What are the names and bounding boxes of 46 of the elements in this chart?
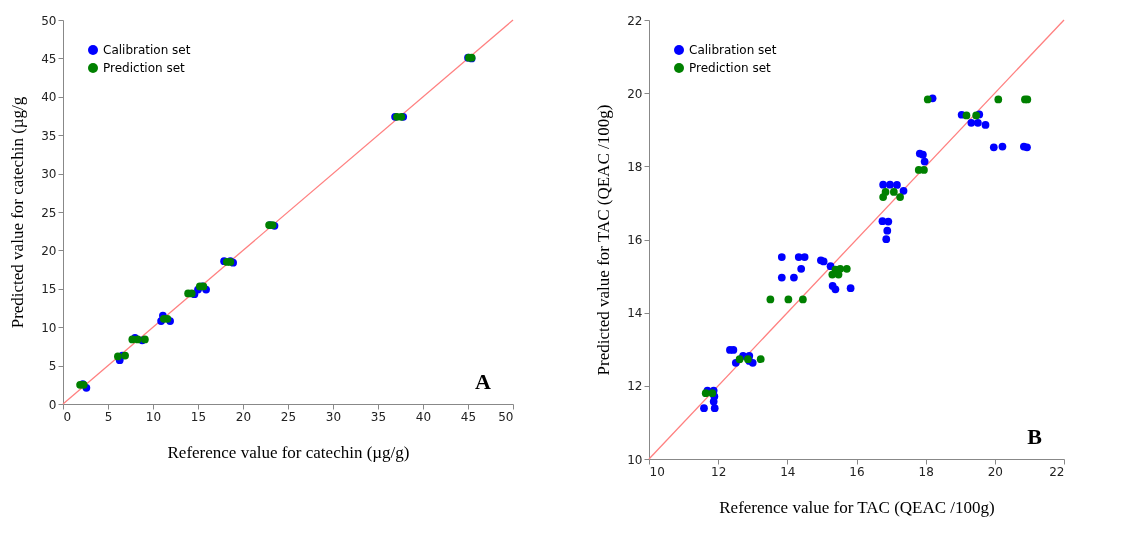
legend-label: Calibration set bbox=[103, 43, 191, 57]
legend-label: Prediction set bbox=[103, 61, 186, 75]
y-tick-label: 12 bbox=[627, 379, 643, 394]
y-axis-title: Predicted value for catechin (µg/g bbox=[8, 96, 28, 329]
y-tick-label: 45 bbox=[41, 51, 57, 66]
x-tick-label: 40 bbox=[415, 409, 432, 424]
x-tick-label: 12 bbox=[711, 464, 727, 479]
y-tick-label: 50 bbox=[41, 13, 57, 28]
y-tick-label: 40 bbox=[41, 90, 57, 105]
x-axis-title: Reference value for catechin (µg/g) bbox=[167, 442, 410, 462]
x-axis-title: Reference value for TAC (QEAC /100g) bbox=[719, 497, 995, 517]
x-tick-label: 22 bbox=[1049, 464, 1065, 479]
x-tick-label: 45 bbox=[460, 409, 477, 424]
x-tick-label: 0 bbox=[63, 409, 72, 424]
x-tick-label: 5 bbox=[104, 409, 113, 424]
x-tick-label: 35 bbox=[370, 409, 387, 424]
y-tick-label: 35 bbox=[41, 128, 57, 143]
y-tick-label: 14 bbox=[627, 306, 643, 321]
x-tick-label: 25 bbox=[280, 409, 297, 424]
x-tick-label: 20 bbox=[235, 409, 252, 424]
y-tick-label: 30 bbox=[41, 167, 57, 182]
x-tick-label: 16 bbox=[849, 464, 865, 479]
x-tick-label: 18 bbox=[918, 464, 934, 479]
y-tick-label: 22 bbox=[627, 13, 643, 28]
y-tick-label: 0 bbox=[48, 397, 57, 412]
y-tick-label: 25 bbox=[41, 205, 57, 220]
x-tick-label: 10 bbox=[649, 464, 665, 479]
legend-label: Calibration set bbox=[689, 43, 777, 57]
y-tick-label: 20 bbox=[41, 243, 57, 258]
legend-label: Prediction set bbox=[689, 61, 772, 75]
y-tick-label: 20 bbox=[627, 86, 643, 101]
annotation: A bbox=[475, 369, 492, 394]
annotation: B bbox=[1027, 424, 1043, 449]
y-tick-label: 15 bbox=[41, 282, 57, 297]
x-tick-label: 10 bbox=[145, 409, 162, 424]
x-tick-label: 50 bbox=[498, 409, 514, 424]
y-tick-label: 10 bbox=[627, 452, 643, 467]
x-tick-label: 20 bbox=[987, 464, 1003, 479]
y-tick-label: 16 bbox=[627, 233, 643, 247]
x-tick-label: 30 bbox=[325, 409, 342, 424]
x-tick-label: 14 bbox=[780, 464, 796, 479]
x-tick-label: 15 bbox=[190, 409, 207, 424]
y-tick-label: 10 bbox=[41, 320, 57, 335]
y-tick-label: 5 bbox=[48, 359, 57, 374]
y-axis-title: Predicted value for TAC (QEAC /100g) bbox=[594, 104, 614, 376]
y-tick-label: 18 bbox=[627, 159, 643, 174]
